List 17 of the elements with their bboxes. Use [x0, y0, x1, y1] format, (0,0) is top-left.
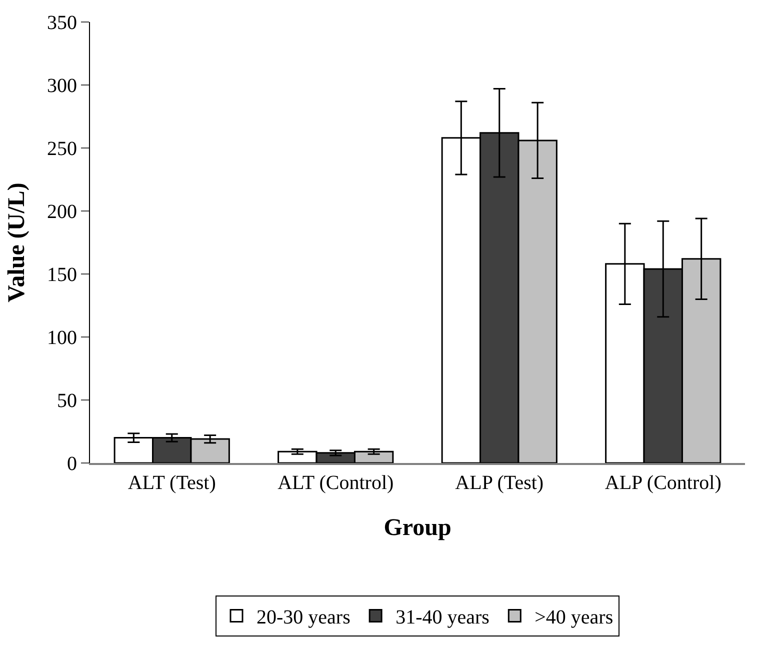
y-tick-label: 150 — [47, 264, 77, 286]
x-tick-label: ALP (Control) — [604, 472, 722, 494]
y-tick-label: 200 — [47, 201, 77, 223]
x-tick-label: ALT (Control) — [278, 472, 394, 494]
y-tick-label: 100 — [47, 327, 77, 349]
y-axis-title: Value (U/L) — [4, 182, 30, 302]
x-tick-label: ALT (Test) — [128, 472, 216, 494]
legend-label: >40 years — [534, 606, 614, 629]
y-tick-label: 300 — [47, 75, 77, 97]
y-tick-label: 350 — [47, 12, 77, 34]
x-tick-label: ALP (Test) — [455, 472, 544, 494]
x-axis-title: Group — [384, 514, 452, 541]
legend-label: 20-30 years — [256, 606, 351, 629]
y-tick-label: 250 — [47, 138, 77, 160]
legend-label: 31-40 years — [396, 606, 490, 629]
y-tick-label: 50 — [57, 390, 77, 412]
y-tick-label: 0 — [67, 453, 77, 475]
